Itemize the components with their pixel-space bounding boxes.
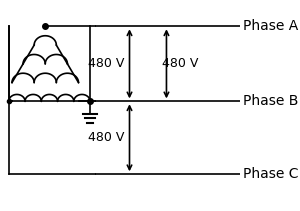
Text: 480 V: 480 V: [88, 57, 124, 70]
Text: Phase C: Phase C: [243, 167, 298, 181]
Text: 480 V: 480 V: [88, 131, 124, 144]
Text: Phase A: Phase A: [243, 19, 298, 33]
Text: 480 V: 480 V: [161, 57, 198, 70]
Text: Phase B: Phase B: [243, 94, 298, 108]
